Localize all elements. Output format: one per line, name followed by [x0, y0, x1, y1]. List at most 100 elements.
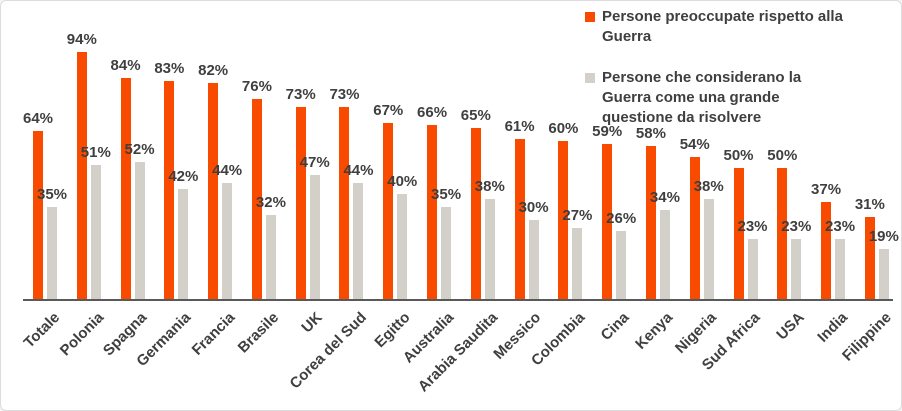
legend-swatch-orange-icon — [585, 12, 595, 22]
value-label-big-issue: 26% — [606, 209, 637, 227]
value-label-big-issue: 52% — [124, 141, 155, 159]
value-label-big-issue: 23% — [781, 217, 812, 235]
bar-group: 61% 30% Messico — [491, 36, 549, 363]
bar-worried: 37% — [811, 181, 841, 299]
bar-group: 50% 23% USA — [767, 36, 811, 344]
value-label-big-issue: 44% — [212, 162, 243, 180]
bar-group: 60% 27% Colombia — [528, 36, 592, 369]
value-label-worried: 54% — [679, 135, 710, 153]
value-label-big-issue: 47% — [299, 154, 330, 172]
bar-worried: 58% — [636, 125, 666, 299]
value-label-big-issue: 38% — [693, 178, 724, 196]
value-label-big-issue: 19% — [868, 228, 899, 246]
bar-big-issue: 47% — [300, 154, 330, 299]
bar-group: 58% 34% Kenya — [632, 36, 680, 352]
bar-big-issue: 51% — [81, 144, 111, 299]
value-label-big-issue: 42% — [168, 167, 199, 185]
bar-worried: 64% — [23, 110, 53, 299]
bar-big-issue: 27% — [562, 207, 592, 299]
legend-item-big-issue: Persone che considerano la Guerra come u… — [585, 68, 843, 128]
value-label-worried: 82% — [198, 62, 229, 80]
bar-worried: 73% — [286, 86, 316, 299]
bar-worried: 73% — [329, 86, 359, 299]
bar-big-issue: 38% — [694, 178, 724, 299]
value-label-worried: 37% — [811, 180, 842, 198]
value-label-worried: 94% — [66, 30, 97, 48]
bar-group: 31% 19% Filippine — [839, 36, 899, 364]
legend-item-worried: Persone preoccupate rispetto alla Guerra — [585, 7, 843, 47]
value-label-worried: 59% — [592, 122, 623, 140]
bar-group: 50% 23% Sud Africa — [699, 36, 768, 374]
bar-big-issue: 23% — [825, 218, 855, 299]
bar-worried: 61% — [505, 118, 535, 299]
bar-big-issue: 23% — [781, 218, 811, 299]
bar-group: 54% 38% Nigeria — [672, 36, 724, 357]
value-label-big-issue: 38% — [474, 178, 505, 196]
category-label: Kenya — [632, 309, 676, 353]
bar-group: 84% 52% Spagna — [100, 36, 155, 359]
value-label-worried: 83% — [154, 59, 185, 77]
value-label-big-issue: 30% — [518, 199, 549, 217]
bar-worried: 60% — [548, 120, 578, 299]
value-label-big-issue: 44% — [343, 162, 374, 180]
bar-group: 94% 51% Polonia — [56, 31, 111, 360]
bar-big-issue: 44% — [343, 162, 373, 299]
category-label: Egitto — [371, 309, 414, 352]
bar-big-issue: 34% — [650, 189, 680, 299]
bar-worried: 50% — [723, 147, 754, 299]
value-label-big-issue: 27% — [562, 207, 593, 224]
category-label: Totale — [20, 309, 64, 352]
bar-worried: 84% — [111, 57, 141, 299]
bar-group: 66% 35% Australia — [400, 36, 461, 366]
bar-group: 65% 38% Arabia Saudita — [415, 36, 505, 395]
bar-big-issue: 44% — [212, 162, 242, 299]
bar-worried: 83% — [154, 60, 184, 299]
bar-big-issue: 26% — [606, 210, 636, 299]
bar-big-issue: 52% — [125, 141, 155, 299]
category-label: India — [814, 309, 852, 346]
bar-worried: 50% — [767, 147, 797, 299]
bar-big-issue: 23% — [737, 218, 768, 299]
chart-legend: Persone preoccupate rispetto alla Guerra… — [585, 7, 843, 128]
bar-group: 67% 40% Egitto — [371, 36, 417, 351]
value-label-big-issue: 34% — [649, 188, 680, 206]
legend-swatch-gray-icon — [585, 73, 595, 83]
bar-big-issue: 42% — [168, 168, 198, 299]
value-label-worried: 73% — [329, 86, 360, 104]
bar-group: 82% 44% Francia — [188, 36, 242, 358]
bar-group: 73% 44% Corea del Sud — [286, 36, 373, 392]
bar-group: 64% 35% Totale — [21, 36, 67, 352]
value-label-big-issue: 32% — [255, 193, 286, 211]
bar-big-issue: 35% — [37, 186, 67, 299]
category-label: Cina — [597, 309, 633, 345]
value-label-big-issue: 40% — [387, 172, 418, 190]
bar-worried: 67% — [373, 102, 403, 299]
category-label: Polonia — [56, 309, 107, 360]
value-label-big-issue: 23% — [737, 217, 768, 235]
bar-worried: 54% — [680, 136, 710, 299]
category-label: UK — [298, 309, 326, 337]
value-label-big-issue: 35% — [431, 185, 462, 203]
bar-big-issue: 30% — [519, 199, 549, 299]
value-label-big-issue: 23% — [825, 217, 856, 235]
bar-group: 73% 47% UK — [286, 36, 330, 336]
value-label-worried: 50% — [767, 146, 798, 164]
value-label-worried: 76% — [241, 78, 272, 96]
value-label-worried: 58% — [635, 125, 666, 143]
legend-label-worried: Persone preoccupate rispetto alla Guerra — [602, 8, 843, 45]
bar-group: 59% 26% Cina — [592, 36, 636, 344]
bar-worried: 31% — [855, 196, 885, 299]
bars-row: 64% 35% Totale 94% 51% Polonia 84% 52% Spagna 83%… — [21, 31, 899, 396]
value-label-worried: 31% — [854, 196, 885, 214]
bar-big-issue: 35% — [431, 186, 461, 299]
category-label: USA — [772, 309, 808, 344]
category-label: Francia — [188, 309, 239, 359]
value-label-worried: 50% — [723, 146, 754, 164]
value-label-big-issue: 51% — [80, 143, 111, 161]
value-label-worried: 84% — [110, 57, 141, 75]
plot-area: 64% 35% Totale 94% 51% Polonia 84% 52% Spagna 83%… — [21, 31, 899, 396]
value-label-worried: 61% — [504, 117, 535, 135]
bar-big-issue: 32% — [256, 194, 286, 299]
bar-group: 83% 42% Germania — [133, 36, 198, 370]
